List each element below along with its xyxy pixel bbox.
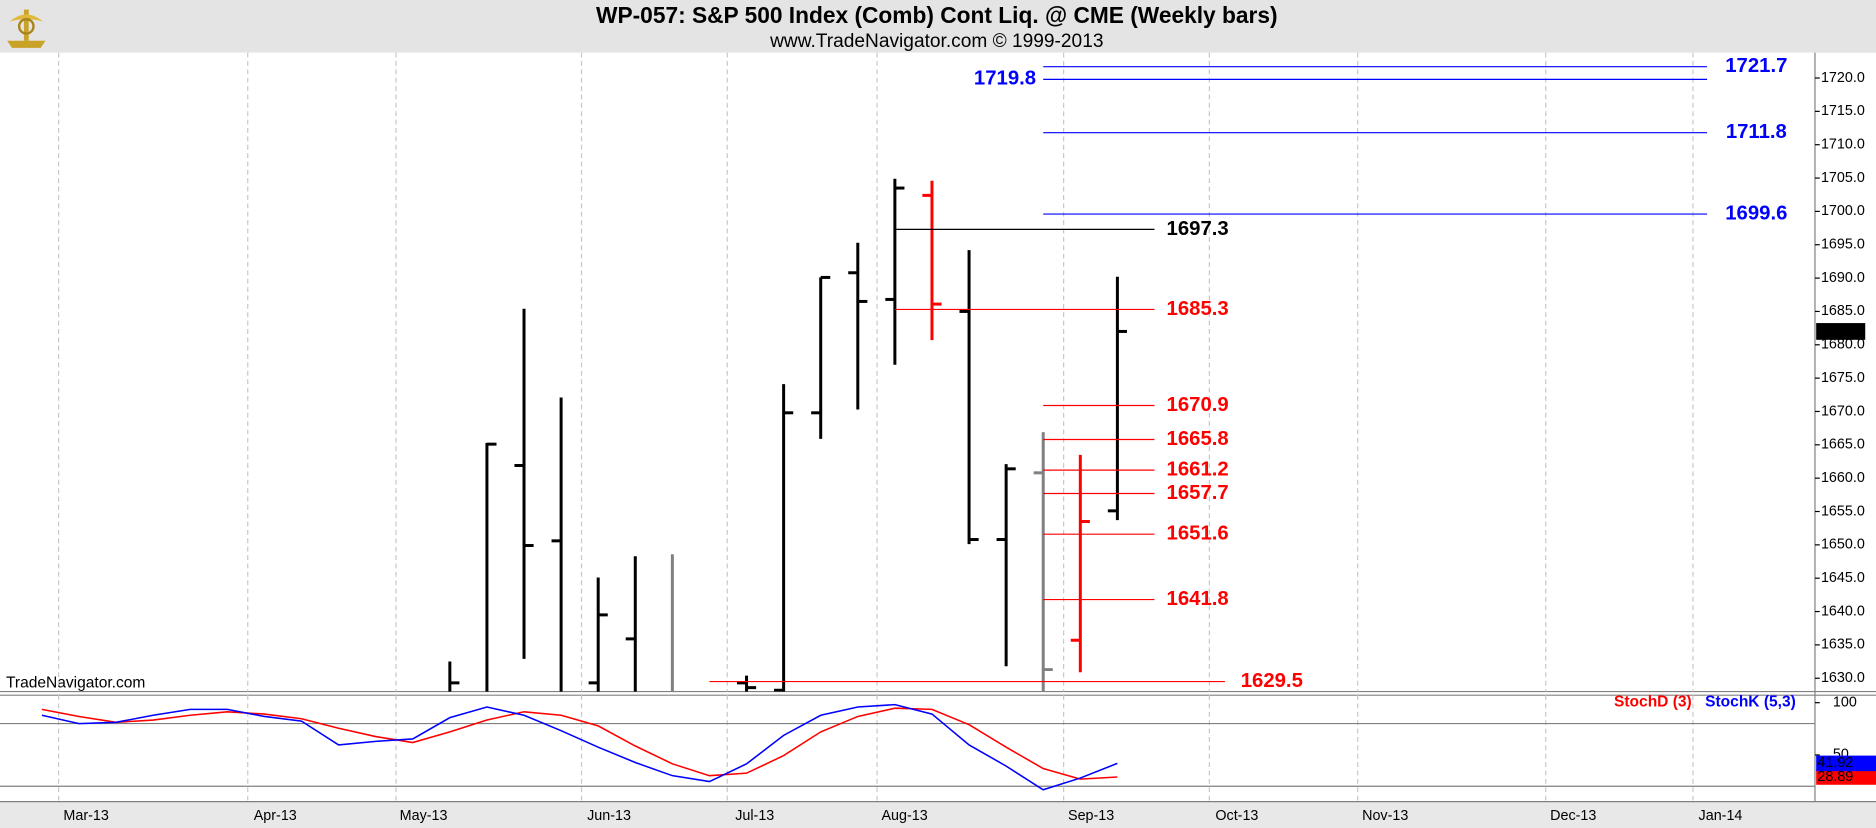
level-label: 1665.8 — [1167, 428, 1229, 450]
last-price-label: 1682.0 — [1817, 323, 1861, 339]
value-box — [1816, 755, 1876, 772]
x-tick-label: Sep-13 — [1068, 808, 1114, 824]
level-label: 1697.3 — [1167, 218, 1229, 240]
chart-title: WP-057: S&P 500 Index (Comb) Cont Liq. @… — [596, 2, 1278, 28]
level-label: 1711.8 — [1726, 121, 1787, 143]
level-label: 1661.2 — [1167, 459, 1229, 481]
watermark: TradeNavigator.com — [6, 674, 145, 691]
overlay: Mar-13 Apr-13 May-13 Jun-13 Jul-13 Aug-13 Sep-… — [63, 55, 1876, 824]
y-tick-label: 1680.0 — [1821, 337, 1865, 353]
y-tick-label: 1670.0 — [1821, 403, 1865, 419]
y-tick-label: 1685.0 — [1821, 303, 1865, 319]
x-tick-label: Apr-13 — [254, 808, 297, 824]
y-tick-label: 1640.0 — [1821, 603, 1865, 619]
level-label: 1629.5 — [1241, 670, 1303, 692]
y-tick-label: 1635.0 — [1821, 637, 1865, 653]
level-label: 1657.7 — [1167, 482, 1229, 504]
x-tick-label: May-13 — [400, 808, 448, 824]
level-label: 1651.6 — [1167, 523, 1229, 545]
level-label: 1685.3 — [1167, 298, 1229, 320]
y-tick-label: 1675.0 — [1821, 370, 1865, 386]
x-tick-label: Oct-13 — [1215, 808, 1258, 824]
y-tick-label: 1700.0 — [1821, 203, 1865, 219]
stoch-line — [41, 703, 1118, 791]
logo — [7, 9, 46, 48]
x-tick-label: Dec-13 — [1550, 808, 1596, 824]
level-label: 1721.7 — [1725, 55, 1787, 77]
level-label: 1670.9 — [1167, 394, 1229, 416]
y-tick-label: 1630.0 — [1821, 670, 1865, 686]
x-tick-label: Nov-13 — [1362, 808, 1408, 824]
x-tick-label: Jun-13 — [587, 808, 631, 824]
stoch-plot — [0, 695, 1815, 802]
x-tick-label: Mar-13 — [63, 808, 108, 824]
chart-subtitle: www.TradeNavigator.com © 1999-2013 — [769, 31, 1103, 52]
legend-label: StochK (5,3) — [1705, 693, 1796, 710]
x-tick-label: Jul-13 — [735, 808, 774, 824]
level-label: 1699.6 — [1725, 202, 1787, 224]
last-price-box — [1816, 323, 1866, 340]
y-tick-label: 1645.0 — [1821, 570, 1865, 586]
y-tick-label: 100 — [1833, 694, 1857, 710]
legend-label: StochD (3) — [1614, 693, 1692, 710]
y-tick-label: 1695.0 — [1821, 237, 1865, 253]
value-box — [1816, 769, 1876, 785]
x-axis-band — [0, 801, 1876, 828]
level-label: 1719.8 — [974, 68, 1036, 90]
y-tick-label: 1690.0 — [1821, 270, 1865, 286]
price-plot — [57, 52, 1694, 692]
price-panel — [0, 52, 1815, 692]
y-tick-label: 1705.0 — [1821, 170, 1865, 186]
y-tick-label: 1655.0 — [1821, 503, 1865, 519]
y-tick-label: 1660.0 — [1821, 470, 1865, 486]
y-tick-label: 1665.0 — [1821, 437, 1865, 453]
level-label: 1641.8 — [1167, 588, 1229, 610]
y-tick-label: 1710.0 — [1821, 137, 1865, 153]
y-tick-label: 1720.0 — [1821, 70, 1865, 86]
x-tick-label: Aug-13 — [881, 808, 927, 824]
value-box-label: 41.92 — [1817, 755, 1853, 771]
y-tick-label: 1715.0 — [1821, 103, 1865, 119]
header-background — [0, 0, 1876, 53]
value-box-label: 28.89 — [1817, 769, 1853, 785]
x-tick-label: Jan-14 — [1699, 808, 1743, 824]
y-tick-label: 1650.0 — [1821, 537, 1865, 553]
stoch-line — [41, 707, 1118, 780]
